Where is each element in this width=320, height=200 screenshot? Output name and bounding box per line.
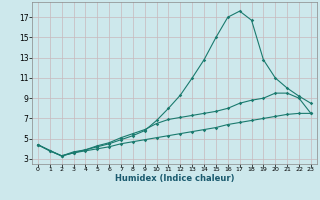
X-axis label: Humidex (Indice chaleur): Humidex (Indice chaleur) [115, 174, 234, 183]
